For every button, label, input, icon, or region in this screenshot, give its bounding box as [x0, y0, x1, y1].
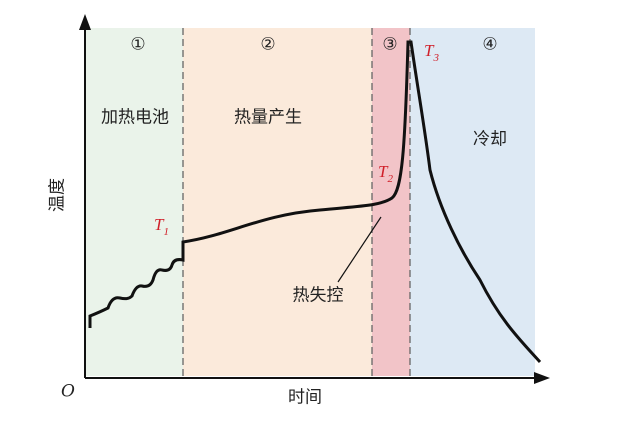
x-axis-label: 时间	[288, 388, 322, 408]
region-heat-generation	[183, 28, 372, 376]
region-number: ②	[260, 35, 275, 55]
region-heating	[85, 28, 183, 376]
point-label: T2	[378, 162, 393, 185]
region-number: ③	[382, 35, 397, 55]
region-dividers	[182, 28, 411, 376]
point-label: T3	[424, 41, 439, 64]
annotation-pointer	[337, 216, 382, 283]
point-main: T	[424, 41, 435, 60]
point-main: T	[154, 215, 165, 234]
region-number: ④	[482, 35, 497, 55]
region-runaway	[372, 28, 410, 376]
point-sub: 3	[432, 52, 439, 64]
point-label: T1	[154, 215, 169, 238]
region-label: 热量产生	[234, 108, 302, 128]
axes	[79, 14, 550, 384]
region-cooling	[410, 28, 535, 376]
point-sub: 1	[163, 226, 169, 238]
origin-label: O	[61, 382, 75, 402]
point-main: T	[378, 162, 389, 181]
y-axis-label: 温度	[48, 178, 68, 212]
region-label: 冷却	[473, 130, 507, 150]
region-number: ①	[130, 35, 145, 55]
region-label: 加热电池	[101, 108, 169, 128]
annotation: 热失控	[293, 286, 344, 306]
temperature-curve	[88, 40, 542, 364]
point-sub: 2	[387, 173, 393, 185]
